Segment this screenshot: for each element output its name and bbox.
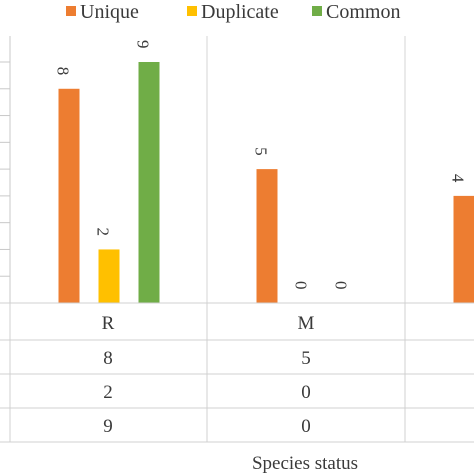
data-label: 0: [332, 281, 351, 290]
data-label: 4: [449, 174, 468, 183]
data-labels: 8 5 4 2 0 9 0: [54, 40, 468, 290]
table-cell: 0: [301, 416, 311, 437]
legend-label-duplicate: Duplicate: [201, 1, 279, 23]
legend: Unique Duplicate Common: [66, 1, 400, 23]
bar-unique-0: [58, 88, 80, 304]
legend-swatch-duplicate: [187, 6, 197, 16]
legend-label-common: Common: [326, 1, 400, 23]
table-cell: 5: [301, 348, 311, 369]
bars: [58, 62, 474, 304]
category-label: R: [102, 313, 115, 334]
data-label: 8: [54, 67, 73, 76]
table-cell: 0: [301, 382, 311, 403]
bar-common-0: [138, 62, 160, 303]
bar-unique-1: [256, 169, 278, 303]
category-label: M: [298, 313, 315, 334]
table-cell: 9: [103, 416, 113, 437]
data-label: 9: [134, 40, 153, 49]
table-cell: 2: [103, 382, 113, 403]
data-table: R M 8 5 2 0 9 0: [0, 302, 474, 443]
x-axis-label: Species status: [252, 453, 358, 474]
table-cell: 8: [103, 348, 113, 369]
data-label: 5: [252, 147, 271, 156]
legend-swatch-unique: [66, 6, 76, 16]
legend-swatch-common: [312, 6, 322, 16]
legend-label-unique: Unique: [80, 1, 139, 23]
data-label: 2: [94, 227, 113, 236]
bar-unique-2: [453, 195, 474, 303]
data-label: 0: [292, 281, 311, 290]
bar-duplicate-0: [98, 249, 120, 303]
